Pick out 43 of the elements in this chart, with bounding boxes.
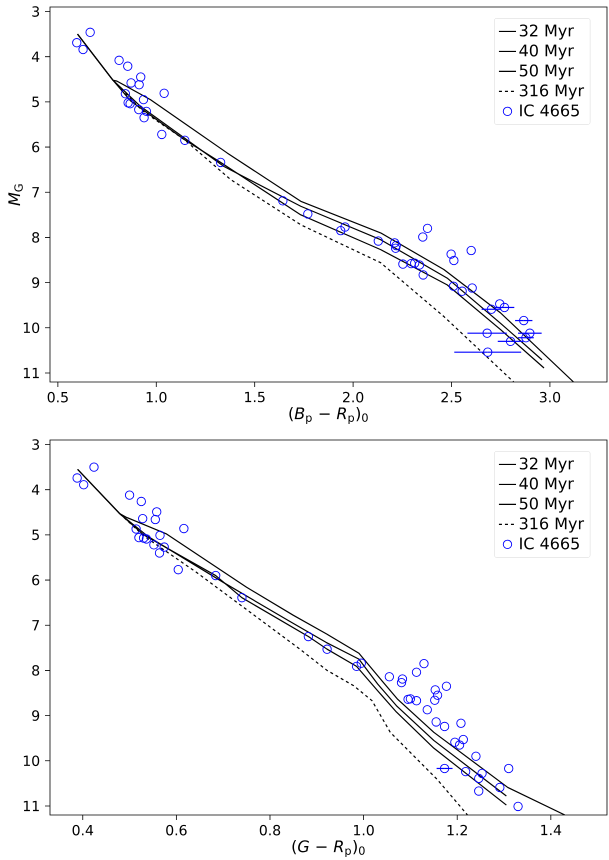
x-tick-label: 1.2 bbox=[448, 824, 467, 836]
legend-label: IC 4665 bbox=[520, 104, 579, 116]
x-tick-label: 1.0 bbox=[354, 824, 374, 836]
y-tick-label: 11 bbox=[24, 368, 39, 378]
x-tick-label: 0.6 bbox=[166, 824, 187, 836]
y-tick-label: 9 bbox=[32, 710, 40, 721]
y-tick-label: 8 bbox=[32, 665, 40, 676]
legend-label: 40 Myr bbox=[519, 477, 574, 493]
x-tick-label: 0.4 bbox=[72, 824, 94, 836]
y-tick-label: 3 bbox=[32, 6, 40, 17]
legend-label: 32 Myr bbox=[520, 457, 574, 473]
y-tick-label: 6 bbox=[32, 142, 40, 152]
y-tick-label: 5 bbox=[32, 530, 39, 540]
y-tick-label: 9 bbox=[32, 277, 40, 288]
y-tick-label: 8 bbox=[32, 232, 40, 243]
x-axis-title: (G − R$_{p}$)$_{0}$ bbox=[292, 840, 365, 858]
legend-label: 316 Myr bbox=[520, 84, 584, 100]
x-axis-title: (B$_{p}$ − R$_{p}$)$_{0}$ bbox=[289, 406, 368, 424]
x-tick-label: 2.5 bbox=[441, 392, 462, 402]
legend-label: 32 Myr bbox=[520, 24, 574, 40]
y-tick-label: 7 bbox=[32, 187, 39, 198]
y-tick-label: 11 bbox=[24, 800, 39, 812]
legend-label: 40 Myr bbox=[519, 44, 574, 60]
legend-label: 50 Myr bbox=[520, 497, 574, 513]
y-tick-label: 3 bbox=[32, 439, 40, 450]
legend-label: 316 Myr bbox=[520, 517, 584, 533]
x-tick-label: 0.5 bbox=[48, 392, 68, 402]
y-tick-label: 4 bbox=[32, 52, 40, 62]
y-axis-title: M$_{G}$ bbox=[8, 184, 23, 206]
y-tick-label: 10 bbox=[24, 322, 40, 334]
legend-label: 50 Myr bbox=[520, 64, 574, 80]
legend-label: IC 4665 bbox=[520, 537, 579, 550]
y-tick-label: 7 bbox=[32, 620, 39, 630]
y-tick-label: 4 bbox=[32, 484, 40, 495]
y-tick-label: 5 bbox=[32, 96, 39, 108]
x-tick-label: 0.8 bbox=[260, 824, 280, 836]
x-tick-label: 1.4 bbox=[541, 824, 562, 836]
x-tick-label: 1.5 bbox=[245, 392, 265, 402]
x-tick-label: 2.0 bbox=[342, 392, 364, 402]
y-tick-label: 6 bbox=[32, 574, 40, 586]
x-tick-label: 1.0 bbox=[146, 392, 166, 402]
x-tick-label: 3.0 bbox=[540, 392, 560, 402]
y-tick-label: 10 bbox=[24, 755, 40, 766]
